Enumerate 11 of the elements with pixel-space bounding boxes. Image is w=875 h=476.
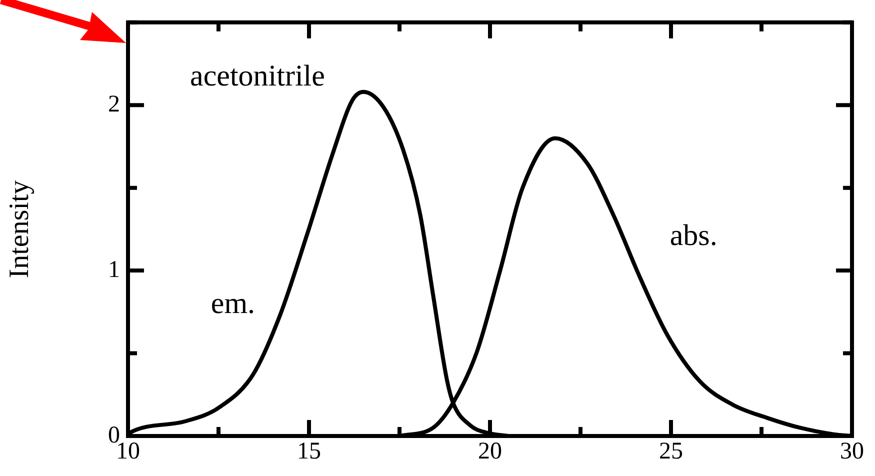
y-axis-title: Intensity [4, 180, 36, 278]
series-label: em. [210, 287, 256, 320]
y-tick-label: 1 [108, 256, 120, 283]
series-label: abs. [670, 219, 718, 252]
y-tick-label: 2 [108, 91, 120, 118]
x-tick-label: 15 [297, 438, 321, 465]
y-tick-label: 0 [108, 422, 120, 448]
annotation: acetonitrile [190, 59, 325, 92]
x-tick-label: 30 [840, 438, 864, 465]
x-tick-label: 20 [478, 438, 502, 465]
x-tick-label: 25 [659, 438, 683, 465]
